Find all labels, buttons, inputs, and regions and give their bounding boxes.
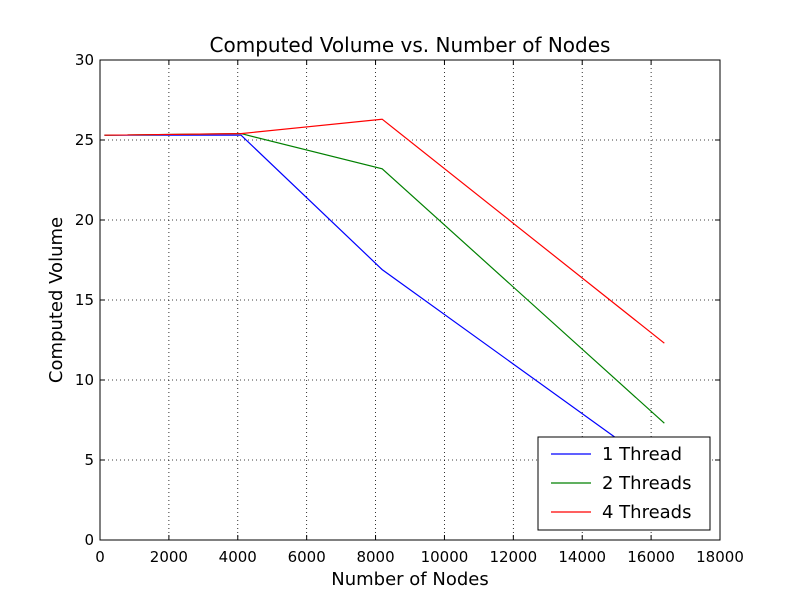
x-tick-label: 16000 [627,548,675,566]
y-axis-label: Computed Volume [46,217,67,383]
x-tick-label: 8000 [356,548,394,566]
y-tick-label: 0 [84,531,94,549]
x-tick-label: 4000 [219,548,257,566]
y-tick-label: 5 [84,451,94,469]
y-tick-label: 20 [75,211,94,229]
y-tick-label: 10 [75,371,94,389]
x-tick-label: 2000 [150,548,188,566]
series-layer [104,118,665,474]
legend: 1 Thread 2 Threads 4 Threads [537,436,711,531]
x-tick-label: 0 [95,548,105,566]
legend-label: 2 Threads [602,473,692,494]
axis-ticks: 0 2000 4000 6000 8000 10000 12000 14000 16000 180… [75,51,744,566]
legend-label: 4 Threads [602,502,692,523]
x-tick-label: 14000 [558,548,606,566]
y-tick-label: 25 [75,131,94,149]
y-tick-label: 15 [75,291,94,309]
chart-title: Computed Volume vs. Number of Nodes [210,33,611,57]
x-tick-label: 10000 [421,548,469,566]
series-line-1-thread [104,134,665,474]
y-tick-label: 30 [75,51,94,69]
x-tick-label: 12000 [489,548,537,566]
x-axis-label: Number of Nodes [331,569,488,590]
legend-label: 1 Thread [602,444,682,465]
x-tick-label: 6000 [288,548,326,566]
series-line-4-threads [104,118,665,344]
x-tick-label: 18000 [696,548,744,566]
